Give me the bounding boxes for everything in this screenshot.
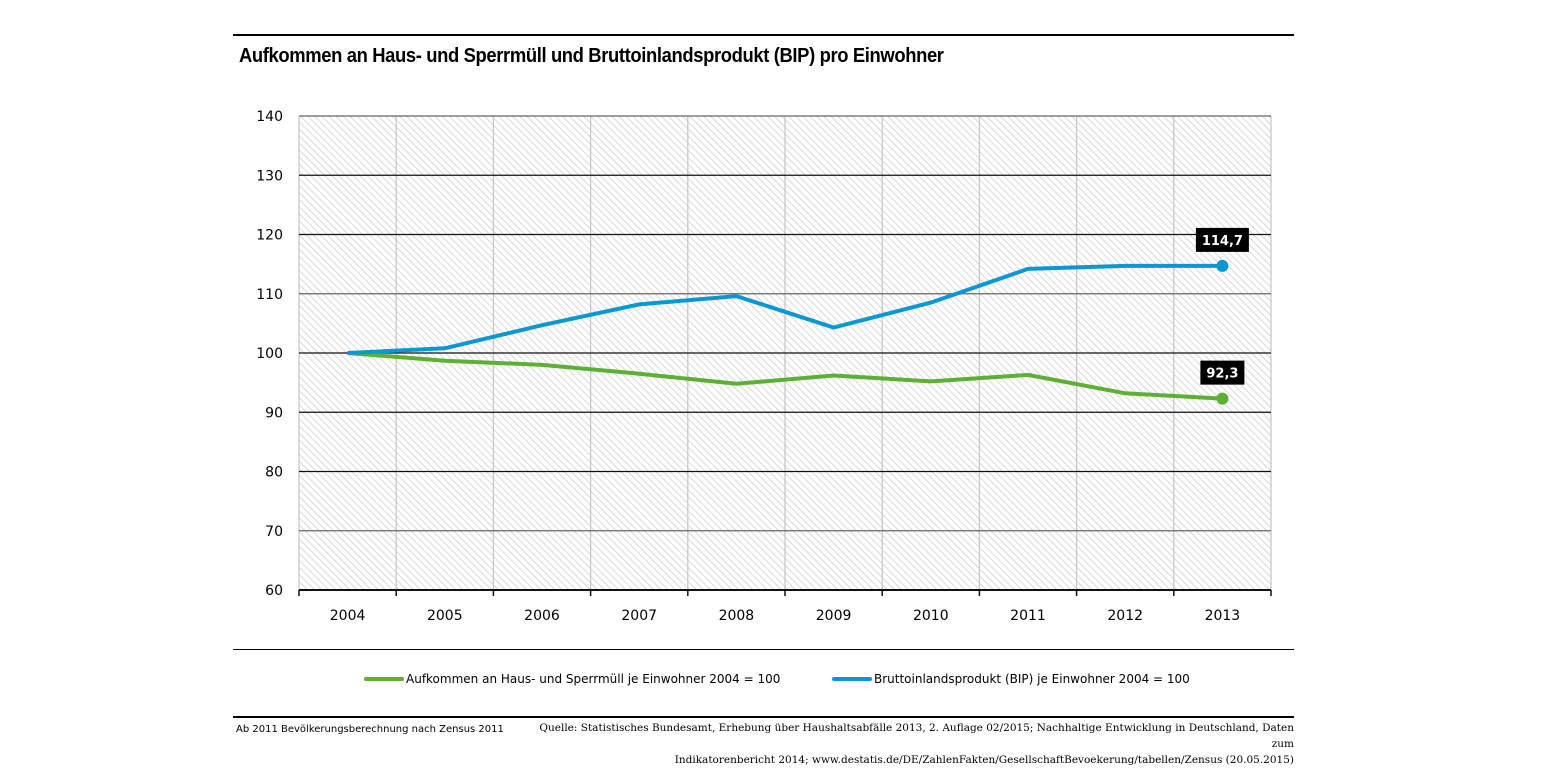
y-tick-label: 80 bbox=[265, 465, 283, 481]
chart-title: Aufkommen an Haus- und Sperrmüll und Bru… bbox=[239, 45, 944, 67]
series-line-1 bbox=[347, 263, 1223, 355]
y-tick-label: 140 bbox=[256, 109, 283, 125]
y-tick-label: 100 bbox=[256, 346, 283, 362]
y-tick-label: 70 bbox=[265, 524, 283, 540]
y-tick-label: 110 bbox=[256, 287, 283, 303]
source-line-1: Quelle: Statistisches Bundesamt, Erhebun… bbox=[539, 722, 1294, 750]
footer-rule bbox=[233, 716, 1294, 718]
x-tick-label: 2007 bbox=[621, 608, 657, 624]
series-end-marker-0 bbox=[1216, 392, 1229, 405]
x-tick-label: 2004 bbox=[330, 608, 366, 624]
data-label: 114,7 bbox=[1202, 234, 1243, 249]
x-tick-label: 2013 bbox=[1205, 608, 1241, 624]
axes bbox=[298, 589, 1272, 596]
line-chart: 60 70 80 90 100 110 120 130 140 2004 2005 2006 2007… bbox=[256, 109, 1272, 624]
x-tick-label: 2012 bbox=[1107, 608, 1143, 624]
y-axis-tick-labels: 60 70 80 90 100 110 120 130 140 bbox=[256, 109, 283, 599]
legend-label: Aufkommen an Haus- und Sperrmüll je Einw… bbox=[406, 672, 781, 686]
top-rule bbox=[233, 34, 1294, 36]
series-line-0 bbox=[347, 351, 1223, 401]
y-tick-label: 90 bbox=[265, 405, 283, 421]
x-tick-label: 2006 bbox=[524, 608, 560, 624]
data-labels: 92,3 114,7 bbox=[1195, 227, 1249, 385]
legend-swatch-green bbox=[364, 677, 404, 681]
series-lines bbox=[347, 259, 1229, 405]
source-note: Quelle: Statistisches Bundesamt, Erhebun… bbox=[534, 720, 1294, 768]
x-tick-label: 2010 bbox=[913, 608, 949, 624]
x-axis-tick-labels: 2004 2005 2006 2007 2008 2009 2010 2011 2012 2013 bbox=[330, 608, 1240, 624]
legend-separator bbox=[233, 649, 1294, 650]
y-tick-label: 60 bbox=[265, 583, 283, 599]
legend-item-bip: Bruttoinlandsprodukt (BIP) je Einwohner … bbox=[832, 672, 1190, 686]
data-label-box bbox=[1195, 227, 1249, 252]
x-tick-label: 2005 bbox=[427, 608, 463, 624]
x-tick-label: 2009 bbox=[816, 608, 852, 624]
y-tick-label: 130 bbox=[256, 168, 283, 184]
y-tick-label: 120 bbox=[256, 228, 283, 244]
data-label: 92,3 bbox=[1206, 367, 1238, 382]
x-tick-label: 2011 bbox=[1010, 608, 1046, 624]
footnote: Ab 2011 Bevölkerungsberechnung nach Zens… bbox=[236, 724, 504, 735]
legend-swatch-blue bbox=[832, 677, 872, 681]
data-label-box bbox=[1200, 360, 1245, 385]
legend-item-haus-sperrmuell: Aufkommen an Haus- und Sperrmüll je Einw… bbox=[364, 672, 780, 686]
horizontal-gridlines bbox=[299, 115, 1271, 532]
legend-label: Bruttoinlandsprodukt (BIP) je Einwohner … bbox=[874, 672, 1190, 686]
x-tick-label: 2008 bbox=[719, 608, 755, 624]
series-end-marker-1 bbox=[1216, 259, 1229, 272]
source-line-2: Indikatorenbericht 2014; www.destatis.de… bbox=[674, 754, 1294, 766]
